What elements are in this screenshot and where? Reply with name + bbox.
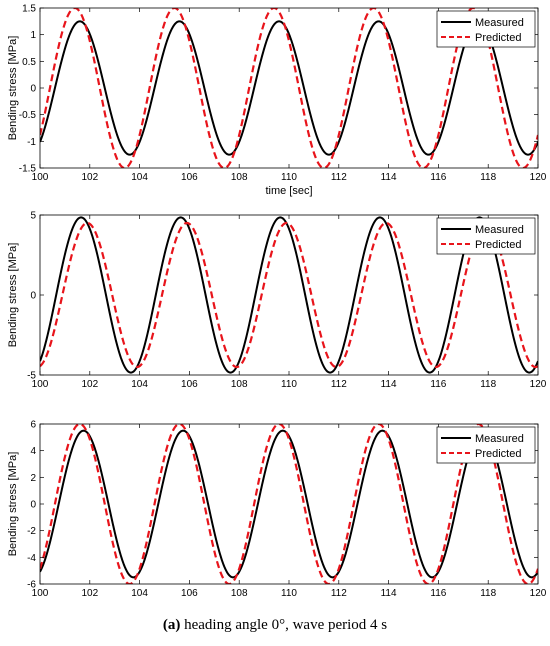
- x-tick-label: 118: [480, 379, 496, 390]
- y-tick-label: 6: [30, 420, 36, 431]
- y-axis-label: Bending stress [MPa]: [7, 36, 19, 141]
- x-tick-label: 118: [480, 588, 496, 599]
- x-tick-label: 104: [131, 172, 148, 183]
- legend-label-measured: Measured: [475, 224, 524, 236]
- y-tick-label: -2: [27, 526, 36, 537]
- y-tick-label: 0: [30, 500, 36, 511]
- legend-label-measured: Measured: [475, 17, 524, 29]
- y-tick-label: 4: [30, 446, 36, 457]
- legend-label-measured: Measured: [475, 433, 524, 445]
- y-tick-label: -6: [27, 580, 36, 591]
- x-tick-label: 108: [231, 172, 248, 183]
- x-tick-label: 110: [281, 588, 297, 599]
- chart-panel-2: 100 102 104 106 108 110 112 114 116 118 120 -5 0 5 Ben…: [7, 211, 547, 391]
- x-tick-label: 120: [530, 379, 547, 390]
- legend-label-predicted: Predicted: [475, 239, 521, 251]
- legend-box: [436, 10, 536, 48]
- y-tick-label: -0.5: [19, 110, 37, 121]
- y-tick-label: -5: [27, 371, 36, 382]
- y-tick-label: 2: [30, 473, 36, 484]
- legend-label-predicted: Predicted: [475, 32, 521, 44]
- x-tick-label: 112: [331, 172, 347, 183]
- x-tick-label: 102: [81, 379, 98, 390]
- legend: Measured Predicted: [436, 217, 536, 255]
- x-tick-label: 108: [231, 588, 248, 599]
- x-tick-label: 110: [281, 172, 297, 183]
- legend-label-predicted: Predicted: [475, 448, 521, 460]
- figure-caption: (a) heading angle 0°, wave period 4 s: [0, 617, 550, 634]
- x-tick-label: 114: [381, 172, 397, 183]
- x-tick-label: 100: [32, 379, 49, 390]
- x-tick-label: 104: [131, 588, 148, 599]
- legend-box: [436, 217, 536, 255]
- x-tick-label: 100: [32, 588, 49, 599]
- y-axis-label: Bending stress [MPa]: [7, 452, 19, 557]
- caption-text: heading angle 0°, wave period 4 s: [180, 617, 388, 633]
- y-tick-label: -1: [27, 137, 36, 148]
- series-measured-line: [40, 216, 538, 374]
- series-measured-line: [40, 20, 538, 156]
- y-tick-label: -1.5: [19, 164, 37, 175]
- y-tick-label: 0.5: [22, 57, 36, 68]
- x-tick-label: 120: [530, 172, 547, 183]
- x-tick-label: 104: [131, 379, 148, 390]
- x-tick-label: 100: [32, 172, 49, 183]
- x-tick-label: 108: [231, 379, 248, 390]
- x-tick-label: 102: [81, 588, 98, 599]
- x-tick-label: 116: [430, 379, 446, 390]
- legend: Measured Predicted: [436, 426, 536, 464]
- x-tick-label: 114: [381, 379, 397, 390]
- x-tick-label: 106: [181, 379, 198, 390]
- x-tick-label: 118: [480, 172, 496, 183]
- y-tick-label: -4: [27, 553, 36, 564]
- x-tick-label: 116: [430, 172, 446, 183]
- chart-panel-1: 100 102 104 106 108 110 112 114 116 118 120 -1.5 -1 -…: [7, 4, 547, 198]
- y-tick-label: 0: [30, 84, 36, 95]
- chart-panel-3: 100 102 104 106 108 110 112 114 116 118 120 -6 -4 -2 0…: [7, 420, 547, 600]
- y-axis-label: Bending stress [MPa]: [7, 243, 19, 348]
- x-tick-label: 112: [331, 588, 347, 599]
- caption-label: (a): [162, 617, 181, 633]
- x-axis-label: time [sec]: [265, 185, 312, 197]
- x-tick-label: 106: [181, 588, 198, 599]
- y-tick-label: 0: [30, 291, 36, 302]
- x-tick-label: 116: [430, 588, 446, 599]
- x-tick-label: 114: [381, 588, 397, 599]
- x-tick-label: 106: [181, 172, 198, 183]
- series-predicted-line: [40, 424, 538, 584]
- series-predicted-line: [40, 221, 538, 369]
- legend-box: [436, 426, 536, 464]
- y-tick-label: 1.5: [22, 4, 36, 15]
- x-tick-label: 112: [331, 379, 347, 390]
- legend: Measured Predicted: [436, 10, 536, 48]
- y-tick-label: 5: [30, 211, 36, 222]
- x-tick-label: 102: [81, 172, 98, 183]
- series-predicted-line: [40, 8, 538, 168]
- x-tick-label: 110: [281, 379, 297, 390]
- y-tick-label: 1: [30, 30, 36, 41]
- x-tick-label: 120: [530, 588, 547, 599]
